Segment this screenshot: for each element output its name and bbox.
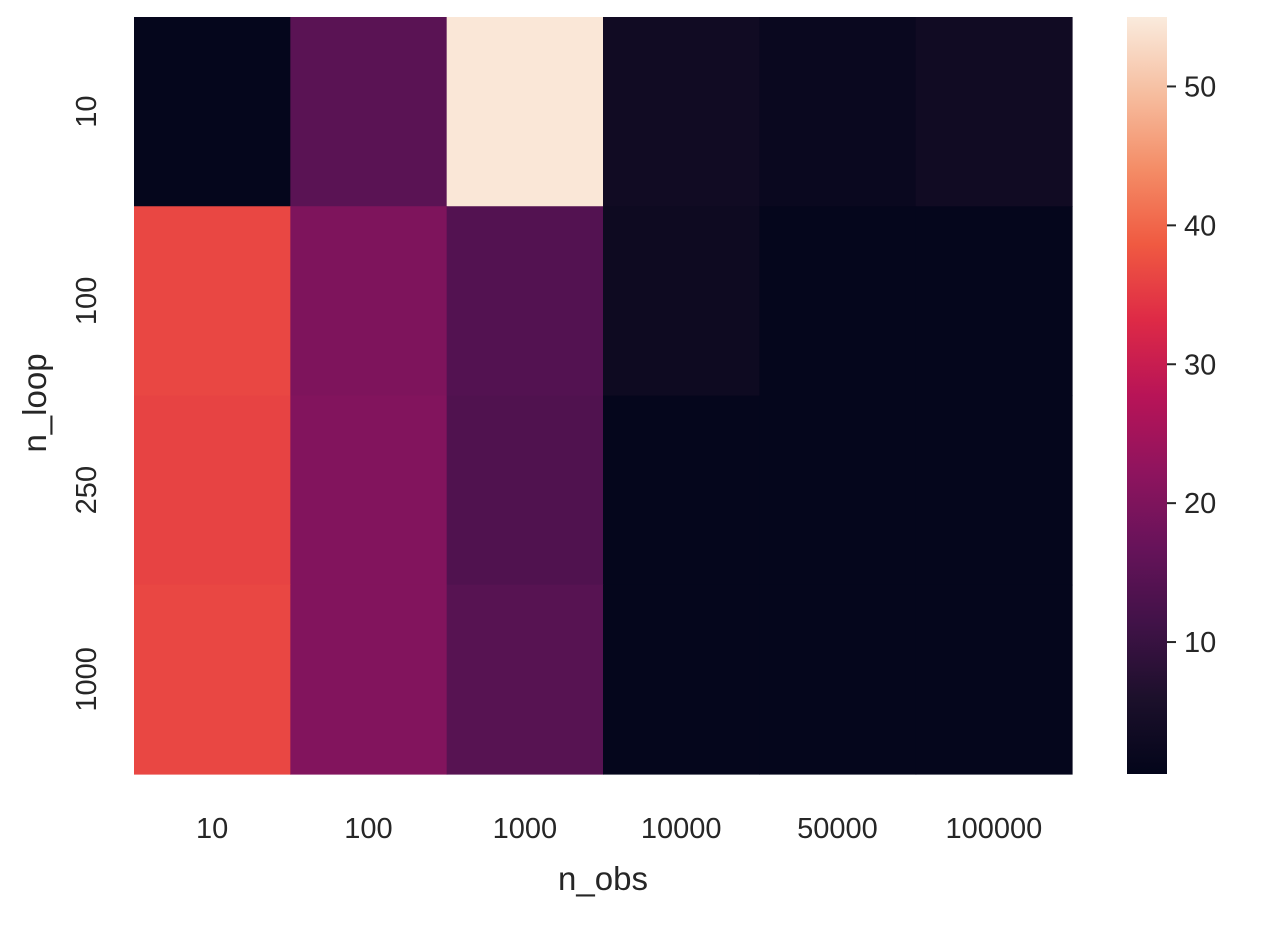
x-tick-label: 1000 bbox=[493, 813, 558, 845]
heatmap-cell bbox=[134, 395, 291, 586]
heatmap-cell bbox=[915, 17, 1073, 207]
heatmap-cell bbox=[446, 395, 604, 586]
x-tick-label: 50000 bbox=[797, 813, 878, 845]
heatmap-cell bbox=[134, 584, 291, 775]
colorbar-tick-label: 20 bbox=[1184, 488, 1216, 520]
colorbar-tick-label: 50 bbox=[1184, 71, 1216, 103]
y-tick-labels: 10 100 250 1000 bbox=[71, 95, 103, 711]
x-tick-labels: 10 100 1000 10000 50000 100000 bbox=[196, 813, 1042, 845]
y-tick-label: 10 bbox=[71, 95, 103, 127]
heatmap-cell bbox=[446, 584, 604, 775]
heatmap-cell bbox=[759, 395, 917, 586]
heatmap-cell bbox=[915, 395, 1073, 586]
heatmap-cell bbox=[446, 17, 604, 207]
heatmap-cell bbox=[134, 206, 291, 397]
y-tick-label: 100 bbox=[71, 277, 103, 325]
heatmap-cell bbox=[290, 17, 448, 207]
heatmap-cell bbox=[759, 17, 917, 207]
y-tick-label: 250 bbox=[71, 466, 103, 514]
heatmap-cell bbox=[290, 395, 448, 586]
heatmap-cell bbox=[759, 206, 917, 397]
x-tick-label: 10000 bbox=[641, 813, 722, 845]
heatmap-cell bbox=[603, 584, 760, 775]
y-axis-label: n_loop bbox=[16, 353, 53, 452]
heatmap-cell bbox=[446, 206, 604, 397]
x-tick-label: 10 bbox=[196, 813, 228, 845]
heatmap-cell bbox=[290, 206, 448, 397]
colorbar-gradient bbox=[1127, 17, 1167, 774]
heatmap-cell bbox=[915, 584, 1073, 775]
heatmap-cell bbox=[603, 395, 760, 586]
heatmap-cell bbox=[603, 206, 760, 397]
x-tick-label: 100000 bbox=[945, 813, 1042, 845]
colorbar-tick-label: 30 bbox=[1184, 349, 1216, 381]
x-tick-label: 100 bbox=[344, 813, 392, 845]
heatmap-cell bbox=[915, 206, 1073, 397]
colorbar-ticks: 10 20 30 40 50 bbox=[1167, 71, 1216, 659]
heatmap-cell bbox=[759, 584, 917, 775]
colorbar bbox=[1127, 17, 1167, 774]
y-tick-label: 1000 bbox=[71, 647, 103, 712]
heatmap-cell bbox=[290, 584, 448, 775]
heatmap-cells bbox=[134, 17, 1073, 775]
heatmap-cell bbox=[603, 17, 760, 207]
colorbar-tick-label: 10 bbox=[1184, 627, 1216, 659]
colorbar-tick-label: 40 bbox=[1184, 210, 1216, 242]
x-axis-label: n_obs bbox=[558, 860, 648, 897]
heatmap-cell bbox=[134, 17, 291, 207]
